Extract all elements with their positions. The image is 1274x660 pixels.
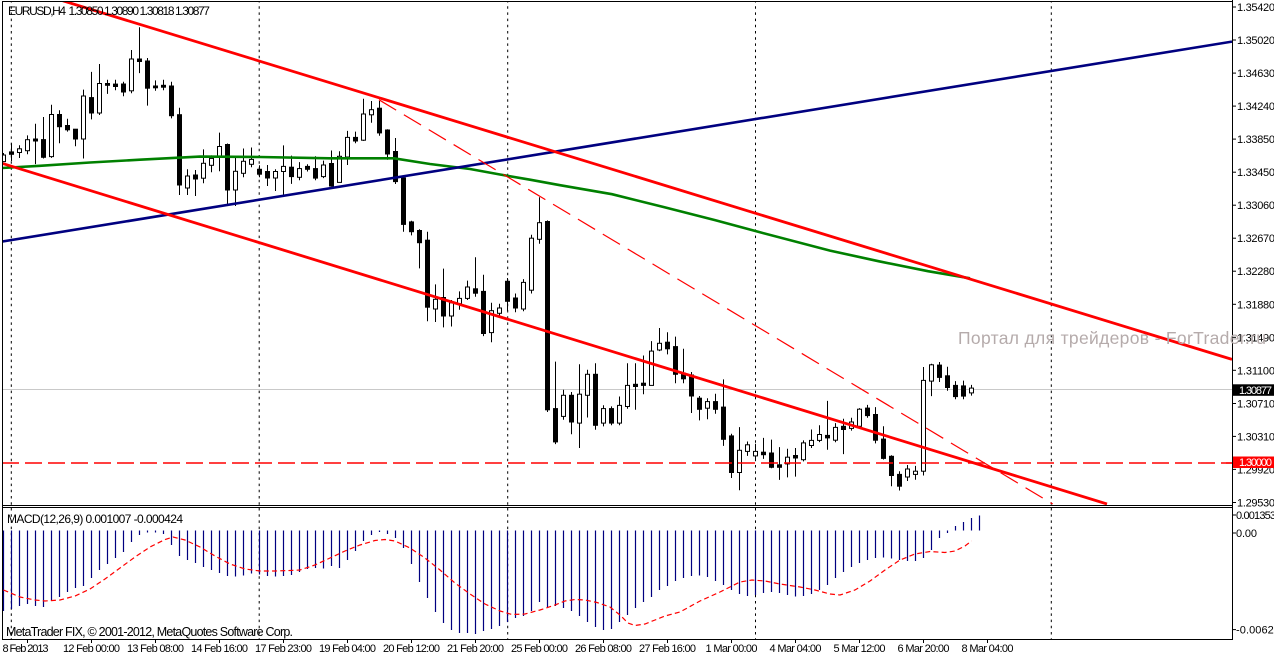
svg-text:12 Feb 00:00: 12 Feb 00:00 <box>63 643 120 655</box>
svg-text:1 Mar 00:00: 1 Mar 00:00 <box>706 643 758 655</box>
svg-text:26 Feb 08:00: 26 Feb 08:00 <box>575 643 632 655</box>
svg-text:1.33060: 1.33060 <box>1237 200 1274 212</box>
svg-text:13 Feb 08:00: 13 Feb 08:00 <box>127 643 184 655</box>
svg-text:1.32670: 1.32670 <box>1237 233 1274 245</box>
svg-text:MetaTrader FIX, © 2001-2012, M: MetaTrader FIX, © 2001-2012, MetaQuotes … <box>6 625 293 639</box>
svg-text:4 Mar 04:00: 4 Mar 04:00 <box>770 643 822 655</box>
svg-text:1.33850: 1.33850 <box>1237 134 1274 146</box>
svg-text:17 Feb 23:00: 17 Feb 23:00 <box>255 643 312 655</box>
svg-text:25 Feb 00:00: 25 Feb 00:00 <box>511 643 568 655</box>
svg-text:1.35020: 1.35020 <box>1237 35 1274 47</box>
svg-text:1.34630: 1.34630 <box>1237 68 1274 80</box>
svg-text:1.30000: 1.30000 <box>1239 457 1272 469</box>
svg-text:8 Mar 04:00: 8 Mar 04:00 <box>962 643 1014 655</box>
svg-text:8 Feb 2013: 8 Feb 2013 <box>3 643 49 655</box>
svg-text:1.30710: 1.30710 <box>1237 399 1274 411</box>
svg-text:-0.00625: -0.00625 <box>1236 625 1274 637</box>
svg-text:1.30310: 1.30310 <box>1237 431 1274 443</box>
svg-text:1.35420: 1.35420 <box>1237 2 1274 14</box>
svg-text:1.33450: 1.33450 <box>1237 167 1274 179</box>
svg-text:Портал для трейдеров - ForTrad: Портал для трейдеров - ForTrader.ru <box>958 328 1266 348</box>
svg-text:14 Feb 16:00: 14 Feb 16:00 <box>191 643 248 655</box>
svg-text:1.32280: 1.32280 <box>1237 266 1274 278</box>
svg-text:MACD(12,26,9) 0.001007 -0.0004: MACD(12,26,9) 0.001007 -0.000424 <box>7 512 183 526</box>
svg-text:1.34240: 1.34240 <box>1237 101 1274 113</box>
svg-text:27 Feb 16:00: 27 Feb 16:00 <box>639 643 696 655</box>
svg-text:0.001353: 0.001353 <box>1236 510 1274 522</box>
svg-text:20 Feb 12:00: 20 Feb 12:00 <box>383 643 440 655</box>
svg-text:1.31880: 1.31880 <box>1237 299 1274 311</box>
svg-text:1.31490: 1.31490 <box>1237 332 1274 344</box>
svg-text:EURUSD,H4 1.30850 1.30890 1.3: EURUSD,H4 1.30850 1.30890 1.30818 1.3087… <box>8 4 210 18</box>
svg-text:1.30877: 1.30877 <box>1239 385 1272 397</box>
svg-text:21 Feb 20:00: 21 Feb 20:00 <box>447 643 504 655</box>
svg-text:5 Mar 12:00: 5 Mar 12:00 <box>834 643 886 655</box>
svg-text:0.00: 0.00 <box>1236 528 1257 540</box>
svg-text:19 Feb 04:00: 19 Feb 04:00 <box>319 643 376 655</box>
svg-text:1.31100: 1.31100 <box>1237 365 1274 377</box>
svg-text:1.29530: 1.29530 <box>1237 498 1274 510</box>
svg-text:6 Mar 20:00: 6 Mar 20:00 <box>898 643 950 655</box>
